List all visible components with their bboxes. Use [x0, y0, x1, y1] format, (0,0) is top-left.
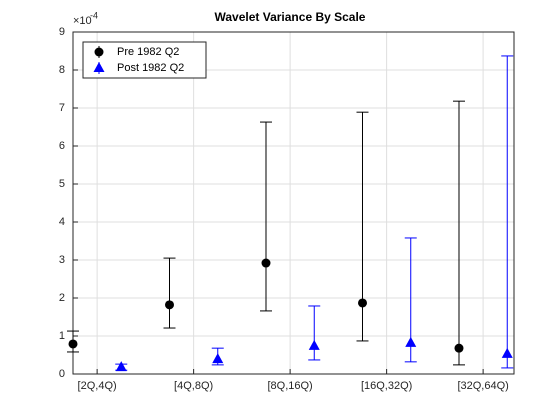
- marker: [115, 361, 127, 372]
- marker: [357, 298, 367, 308]
- marker: [164, 300, 174, 310]
- x-tick-label: [4Q,8Q): [174, 380, 213, 392]
- x-tick-label: [2Q,4Q): [78, 380, 117, 392]
- exponent-base: ×10: [73, 15, 92, 27]
- marker: [501, 347, 513, 358]
- legend-label: Post 1982 Q2: [117, 62, 184, 74]
- y-tick-label: 4: [59, 216, 65, 228]
- legend-marker: [93, 62, 105, 72]
- y-tick-label: 1: [59, 330, 65, 342]
- y-tick-label: 6: [59, 140, 65, 152]
- marker: [308, 339, 320, 350]
- y-tick-label: 9: [59, 26, 65, 38]
- legend-label: Pre 1982 Q2: [117, 46, 179, 58]
- marker: [68, 339, 78, 349]
- x-tick-label: [16Q,32Q): [361, 380, 412, 392]
- exponent: -4: [90, 10, 98, 20]
- marker: [405, 336, 417, 347]
- y-tick-label: 7: [59, 102, 65, 114]
- marker: [454, 343, 464, 353]
- axes-box: [72, 31, 515, 375]
- marker: [261, 258, 271, 268]
- y-tick-label: 0: [59, 368, 65, 380]
- marker: [212, 353, 224, 364]
- y-tick-label: 8: [59, 64, 65, 76]
- x-tick-label: [8Q,16Q): [267, 380, 312, 392]
- chart-title: Wavelet Variance By Scale: [215, 10, 366, 24]
- y-tick-label: 5: [59, 178, 65, 190]
- legend-marker: [94, 47, 104, 57]
- x-tick-label: [32Q,64Q): [457, 380, 508, 392]
- y-tick-label: 3: [59, 254, 65, 266]
- y-tick-label: 2: [59, 292, 65, 304]
